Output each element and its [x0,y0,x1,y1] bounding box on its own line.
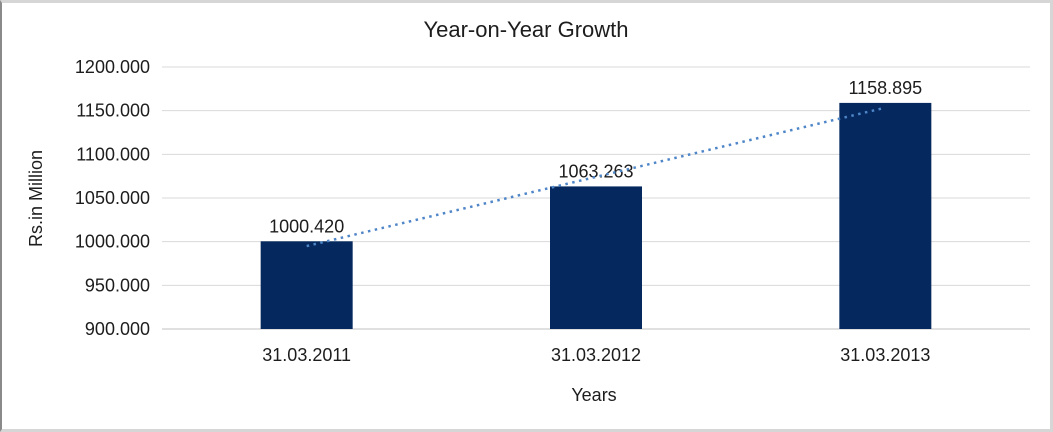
bar-value-label: 1158.895 [848,78,922,98]
y-tick-label: 1050.000 [75,188,150,208]
plot-area: 1200.000 1150.000 1100.000 1050.000 1000.000… [75,57,1030,365]
y-tick-label: 1200.000 [75,57,150,77]
chart-title: Year-on-Year Growth [423,17,629,42]
bar [550,186,642,329]
y-axis-title: Rs.in Million [26,149,46,247]
bar-value-label: 1063.263 [558,161,633,181]
trendline [306,106,886,248]
y-tick-label: 1100.000 [76,144,150,164]
y-tick-label: 1000.000 [75,232,150,252]
y-tick-label: 1150.000 [76,101,150,121]
x-tick-label: 31.03.2013 [840,345,930,365]
y-tick-label: 950.000 [85,275,150,295]
bar [839,102,932,329]
x-tick-label: 31.03.2011 [262,345,351,365]
bar-value-label: 1000.420 [269,216,344,236]
x-axis-title: Years [571,385,617,405]
x-tick-label: 31.03.2012 [551,345,641,365]
y-tick-label: 900.000 [85,319,150,339]
bar [260,241,353,329]
